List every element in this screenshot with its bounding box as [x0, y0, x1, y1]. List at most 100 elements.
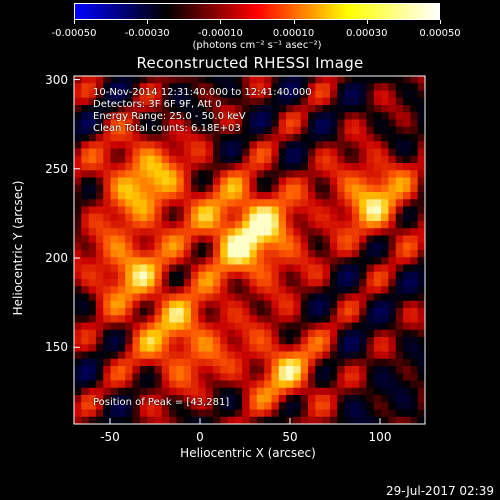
heatmap-cell — [264, 199, 272, 207]
heatmap-cell — [191, 192, 199, 200]
heatmap-cell — [183, 293, 192, 302]
heatmap-cell — [322, 228, 331, 236]
heatmap-cell — [242, 250, 250, 258]
heatmap-cell — [329, 228, 338, 236]
heatmap-cell — [154, 242, 163, 251]
heatmap-cell — [139, 141, 148, 149]
heatmap-cell — [191, 250, 199, 258]
heatmap-cell — [205, 351, 214, 360]
heatmap-cell — [227, 242, 236, 251]
heatmap-cell — [110, 76, 119, 84]
heatmap-cell — [132, 134, 141, 142]
heatmap-cell — [242, 206, 250, 215]
heatmap-cell — [212, 192, 221, 200]
heatmap-cell — [329, 257, 338, 265]
heatmap-cell — [410, 344, 418, 352]
heatmap-cell — [366, 148, 375, 157]
heatmap-cell — [81, 402, 89, 410]
heatmap-cell — [169, 409, 177, 418]
heatmap-cell — [220, 358, 228, 367]
heatmap-cell — [417, 344, 426, 352]
heatmap-cell — [249, 242, 258, 251]
heatmap-cell — [103, 163, 111, 171]
heatmap-cell — [344, 264, 353, 273]
heatmap-cell — [205, 228, 214, 236]
heatmap-cell — [373, 286, 382, 294]
heatmap-cell — [154, 366, 163, 374]
heatmap-cell — [227, 221, 236, 229]
heatmap-cell — [234, 358, 243, 367]
heatmap-cell — [381, 213, 389, 222]
heatmap-cell — [344, 293, 353, 302]
heatmap-cell — [161, 344, 170, 352]
heatmap-cell — [293, 184, 301, 193]
heatmap-cell — [351, 155, 360, 164]
heatmap-cell — [139, 308, 148, 316]
heatmap-cell — [242, 279, 250, 287]
heatmap-cell — [117, 315, 126, 323]
heatmap-cell — [410, 315, 418, 323]
heatmap-cell — [300, 163, 309, 171]
heatmap-cell — [74, 387, 82, 396]
heatmap-cell — [359, 409, 367, 418]
heatmap-cell — [117, 308, 126, 316]
heatmap-cell — [176, 308, 184, 316]
heatmap-cell — [81, 395, 89, 403]
heatmap-cell — [74, 141, 82, 149]
heatmap-cell — [191, 148, 199, 157]
heatmap-cell — [242, 344, 250, 352]
heatmap-cell — [410, 235, 418, 244]
y-tick-label: 150 — [45, 340, 68, 355]
heatmap-cell — [286, 308, 294, 316]
heatmap-cell — [271, 358, 280, 367]
heatmap-cell — [315, 395, 323, 403]
heatmap-cell — [191, 293, 199, 302]
heatmap-cell — [95, 329, 104, 338]
heatmap-cell — [329, 213, 338, 222]
heatmap-cell — [88, 170, 97, 178]
heatmap-cell — [139, 366, 148, 374]
heatmap-cell — [395, 235, 404, 244]
heatmap-cell — [183, 315, 192, 323]
heatmap-cell — [278, 315, 287, 323]
heatmap-cell — [366, 286, 375, 294]
heatmap-cell — [410, 90, 418, 99]
heatmap-cell — [110, 119, 119, 128]
heatmap-cell — [308, 387, 316, 396]
heatmap-cell — [366, 134, 375, 142]
heatmap-cell — [161, 409, 170, 418]
heatmap-cell — [256, 76, 265, 84]
heatmap-cell — [293, 279, 301, 287]
heatmap-cell — [278, 119, 287, 128]
heatmap-cell — [191, 351, 199, 360]
heatmap-cell — [132, 416, 141, 425]
heatmap-cell — [95, 257, 104, 265]
heatmap-cell — [139, 221, 148, 229]
heatmap-cell — [373, 279, 382, 287]
heatmap-cell — [227, 366, 236, 374]
heatmap-cell — [256, 112, 265, 120]
heatmap-cell — [264, 242, 272, 251]
heatmap-cell — [154, 395, 163, 403]
heatmap-cell — [154, 358, 163, 367]
heatmap-cell — [88, 250, 97, 258]
heatmap-cell — [271, 286, 280, 294]
heatmap-cell — [88, 358, 97, 367]
heatmap-cell — [359, 213, 367, 222]
heatmap-cell — [359, 344, 367, 352]
heatmap-cell — [95, 250, 104, 258]
heatmap-cell — [88, 141, 97, 149]
heatmap-cell — [132, 112, 141, 120]
heatmap-cell — [329, 126, 338, 135]
heatmap-cell — [110, 279, 119, 287]
heatmap-cell — [264, 293, 272, 302]
heatmap-cell — [95, 184, 104, 193]
heatmap-cell — [81, 250, 89, 258]
heatmap-cell — [132, 141, 141, 149]
heatmap-cell — [249, 300, 258, 309]
heatmap-cell — [212, 170, 221, 178]
heatmap-cell — [183, 366, 192, 374]
heatmap-cell — [403, 373, 411, 381]
heatmap-cell — [271, 308, 280, 316]
heatmap-cell — [322, 235, 331, 244]
